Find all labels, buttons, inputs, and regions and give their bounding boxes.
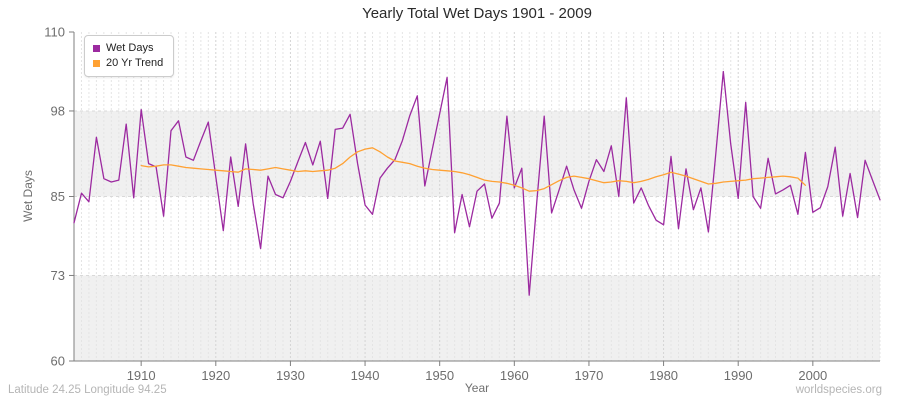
x-tick-label: 1990 (724, 368, 753, 383)
legend-label-wet-days: Wet Days (106, 42, 154, 54)
trend-swatch-icon (93, 60, 100, 67)
x-tick-label: 1940 (351, 368, 380, 383)
y-axis-title: Wet Days (21, 170, 35, 222)
footer-site-name: worldspecies.org (795, 384, 882, 396)
chart-title: Yearly Total Wet Days 1901 - 2009 (362, 5, 592, 22)
y-tick-label: 98 (51, 103, 65, 118)
legend-item-wet-days: Wet Days (93, 41, 163, 56)
x-axis-title: Year (464, 381, 490, 395)
legend-label-trend: 20 Yr Trend (106, 57, 164, 69)
wet-days-line (73, 70, 881, 296)
footer-coordinates: Latitude 24.25 Longitude 94.25 (8, 384, 167, 396)
x-tick-label: 1920 (201, 368, 230, 383)
y-tick-label: 85 (51, 189, 65, 204)
y-tick-label: 110 (44, 25, 65, 40)
y-tick-label: 60 (51, 354, 65, 369)
x-tick-label: 1980 (649, 368, 678, 383)
legend-item-trend: 20 Yr Trend (93, 56, 163, 71)
wet-days-swatch-icon (93, 45, 100, 52)
y-tick-label: 73 (51, 268, 65, 283)
x-tick-label: 1930 (276, 368, 305, 383)
x-tick-label: 1960 (500, 368, 529, 383)
trend-line (140, 147, 807, 192)
x-tick-label: 1970 (574, 368, 603, 383)
x-tick-label: 1910 (127, 368, 156, 383)
x-tick-label: 2000 (798, 368, 827, 383)
x-tick-label: 1950 (425, 368, 454, 383)
legend-box: Wet Days 20 Yr Trend (84, 35, 175, 77)
